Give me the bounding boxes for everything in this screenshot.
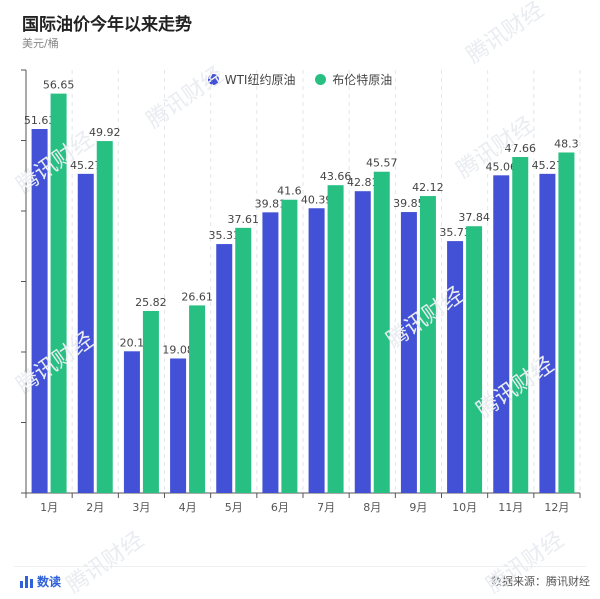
legend-label-wti: WTI纽约原油 (224, 73, 296, 87)
bar-brent[interactable] (512, 156, 529, 493)
chart-title: 国际油价今年以来走势 (22, 15, 192, 35)
legend-item-brent[interactable]: 布伦特原油 (315, 71, 392, 88)
bar-wti[interactable] (216, 244, 233, 493)
bar-brent[interactable] (327, 185, 344, 493)
x-tick-label: 5月 (225, 501, 243, 514)
x-tick-label: 9月 (409, 501, 427, 514)
footer-divider (14, 566, 586, 567)
x-tick-label: 12月 (544, 501, 569, 514)
brand-label: 数读 (37, 575, 62, 589)
bar-wti[interactable] (400, 212, 417, 493)
x-tick-label: 6月 (271, 501, 289, 514)
data-label: 26.61 (181, 290, 213, 303)
bar-wti[interactable] (77, 173, 94, 493)
data-label: 45.06 (486, 160, 518, 173)
x-tick-label: 2月 (86, 501, 104, 514)
x-tick-label: 7月 (317, 501, 335, 514)
bar-brent[interactable] (373, 171, 390, 493)
bar-brent[interactable] (96, 141, 113, 493)
x-tick-label: 8月 (363, 501, 381, 514)
x-tick-label: 3月 (132, 501, 150, 514)
data-label: 39.85 (393, 197, 425, 210)
bar-chart-icon (20, 575, 33, 588)
data-label: 41.6 (277, 185, 302, 198)
x-tick-label: 1月 (40, 501, 58, 514)
bar-wti[interactable] (170, 358, 187, 493)
data-source: 数据来源：腾讯财经 (491, 575, 590, 588)
bar-brent[interactable] (235, 227, 252, 494)
data-label: 40.39 (301, 193, 333, 206)
bar-brent[interactable] (142, 310, 159, 493)
data-label: 37.84 (458, 211, 490, 224)
x-tick-label: 4月 (179, 501, 197, 514)
data-label: 45.57 (366, 157, 398, 170)
data-label: 47.66 (505, 142, 537, 155)
data-label: 20.1 (120, 336, 145, 349)
bar-brent[interactable] (558, 152, 575, 494)
bar-brent[interactable] (189, 305, 206, 493)
bar-wti[interactable] (31, 129, 48, 494)
unit-label: 美元/桶 (22, 37, 59, 50)
bar-brent[interactable] (419, 196, 436, 493)
data-label: 43.66 (320, 170, 352, 183)
bar-brent[interactable] (466, 226, 483, 493)
data-label: 42.12 (412, 181, 444, 194)
bar-chart: 1月 51.63 56.65 2月 45.27 49.92 3月 20.1 25.82 4月 19.… (21, 69, 581, 514)
data-label: 39.81 (255, 197, 287, 210)
data-label: 49.92 (89, 126, 121, 139)
data-label: 51.63 (24, 114, 56, 127)
bar-wti[interactable] (447, 241, 464, 493)
data-label: 37.61 (228, 213, 260, 226)
data-label: 35.31 (209, 229, 241, 242)
bar-brent[interactable] (50, 93, 67, 494)
data-label: 48.3 (554, 137, 579, 150)
data-label: 25.82 (135, 296, 167, 309)
legend-label-brent: 布伦特原油 (332, 73, 393, 87)
data-label: 42.81 (347, 176, 379, 189)
bar-wti[interactable] (262, 212, 279, 494)
data-label: 56.65 (43, 79, 75, 92)
legend: WTI纽约原油 布伦特原油 (0, 71, 600, 88)
brand-logo[interactable]: 数读 (20, 573, 61, 590)
legend-swatch-wti (207, 74, 219, 85)
data-label: 35.73 (439, 226, 471, 239)
bar-wti[interactable] (123, 351, 140, 493)
legend-swatch-brent (315, 74, 327, 85)
data-label: 45.27 (70, 159, 102, 172)
data-label: 19.08 (162, 343, 194, 356)
bar-brent[interactable] (281, 199, 298, 493)
bar-wti[interactable] (539, 173, 556, 493)
x-tick-label: 11月 (498, 501, 523, 514)
bar-wti[interactable] (354, 191, 371, 493)
data-label: 45.27 (532, 159, 564, 172)
bar-wti[interactable] (493, 175, 510, 493)
legend-item-wti[interactable]: WTI纽约原油 (207, 71, 296, 88)
bar-wti[interactable] (308, 208, 325, 494)
x-tick-label: 10月 (452, 501, 477, 514)
